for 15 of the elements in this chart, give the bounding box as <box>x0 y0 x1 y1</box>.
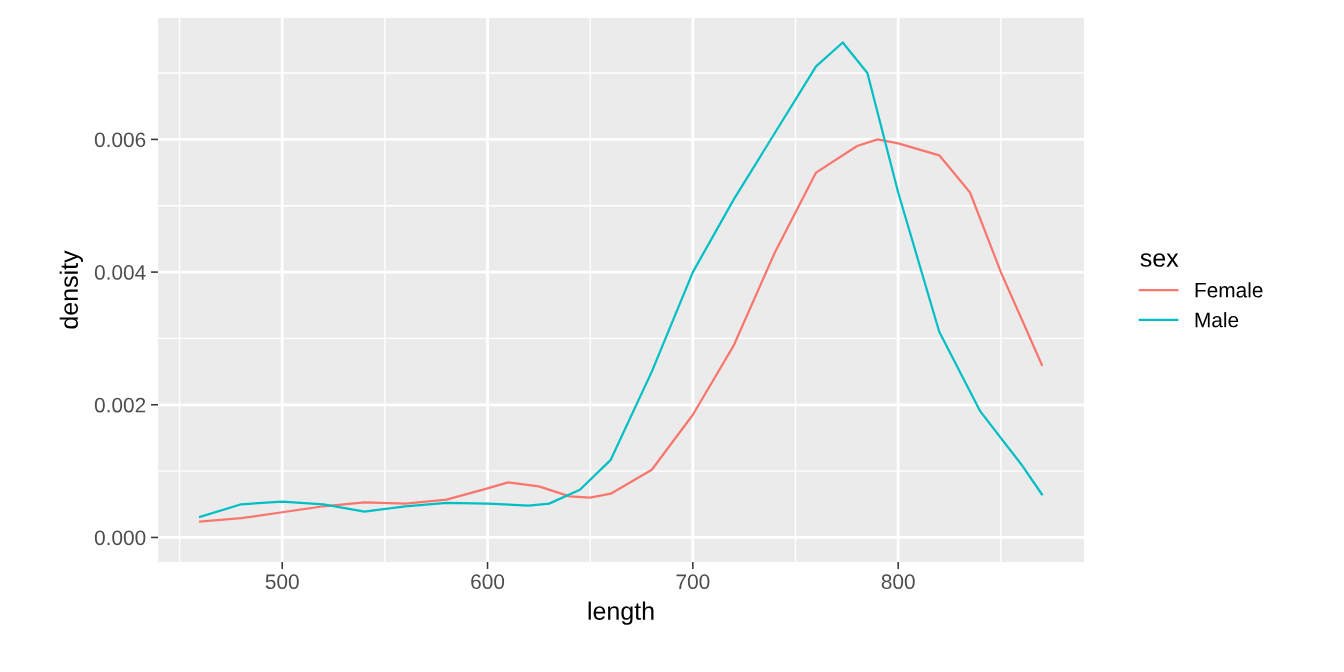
y-tick-label: 0.004 <box>94 265 146 280</box>
line-series <box>198 138 1044 523</box>
x-tick-label: 700 <box>676 574 710 590</box>
y-axis-title: density <box>59 250 83 329</box>
text: 0.000 <box>94 530 146 546</box>
legend-label: Female <box>1195 282 1263 298</box>
line-series <box>198 41 1044 518</box>
x-tick-label: 800 <box>881 574 915 590</box>
y-tick-label: 0.002 <box>94 397 146 413</box>
x-tick-label: 600 <box>471 574 505 590</box>
legend-title: sex <box>1140 253 1179 267</box>
x-tick-label: 500 <box>265 574 299 590</box>
y-tick-label: 0.006 <box>94 132 146 148</box>
legend-label: Male <box>1195 312 1239 328</box>
x-axis-title: length <box>588 601 654 625</box>
